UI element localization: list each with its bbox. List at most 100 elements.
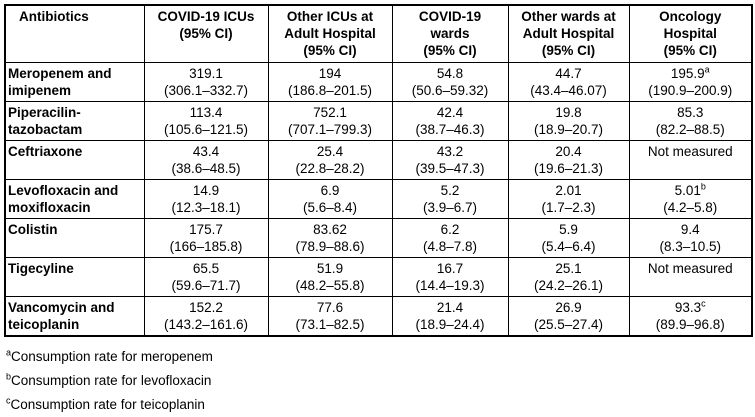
table-row: Vancomycin and teicoplanin 152.2 (143.2–16… — [4, 295, 753, 336]
footnote-marker: b — [700, 181, 706, 191]
cell-confidence-interval: (4.8–7.8) — [422, 238, 478, 254]
cell-confidence-interval: (8.3–10.5) — [659, 238, 722, 254]
footnote: bConsumption rate for levofloxacin — [6, 369, 751, 393]
value-cell: 43.4 (38.6–48.5) — [143, 139, 269, 180]
value-cell: 42.4 (38.7–46.3) — [391, 100, 509, 141]
antibiotic-name: Ceftriaxone — [4, 139, 145, 180]
value-cell: 175.7 (166–185.8) — [143, 217, 269, 258]
cell-confidence-interval: (82.2–88.5) — [655, 121, 725, 137]
cell-value: 83.62 — [313, 221, 347, 237]
antibiotic-consumption-table: Antibiotics COVID-19 ICUs (95% CI) Other… — [4, 4, 753, 337]
cell-confidence-interval: (43.4–46.07) — [530, 82, 607, 98]
cell-confidence-interval: (5.4–6.4) — [541, 238, 596, 254]
antibiotic-name: Colistin — [4, 217, 145, 258]
table-row: Meropenem and imipenem 319.1 (306.1–332.7)… — [4, 61, 753, 102]
cell-value: 42.4 — [436, 104, 464, 120]
cell-value: Not measured — [647, 143, 733, 159]
value-cell: Not measured — [628, 139, 753, 180]
cell-value: 5.01b — [674, 181, 706, 198]
footnote-marker: a — [704, 64, 710, 74]
antibiotic-name: Piperacilin- tazobactam — [4, 100, 145, 141]
footnote-marker: c — [701, 298, 706, 308]
value-cell: 43.2 (39.5–47.3) — [391, 139, 509, 180]
footnotes: aConsumption rate for meropenem bConsumpt… — [4, 345, 751, 417]
cell-confidence-interval: (166–185.8) — [169, 238, 243, 254]
value-cell: 194 (186.8–201.5) — [267, 61, 393, 102]
value-cell: 77.6 (73.1–82.5) — [267, 295, 393, 336]
cell-value: 5.2 — [440, 182, 460, 198]
cell-confidence-interval: (707.1–799.3) — [287, 121, 373, 137]
value-cell: 93.3c (89.9–96.8) — [628, 295, 753, 336]
cell-value: 6.2 — [440, 221, 460, 237]
cell-value: 51.9 — [316, 260, 344, 276]
table-body: Meropenem and imipenem 319.1 (306.1–332.7)… — [4, 61, 753, 336]
value-cell: 152.2 (143.2–161.6) — [143, 295, 269, 336]
column-header-covid19-wards: COVID-19 wards (95% CI) — [391, 4, 509, 63]
column-header-other-icus: Other ICUs at Adult Hospital (95% CI) — [267, 4, 393, 63]
value-cell: 195.9a (190.9–200.9) — [628, 61, 753, 102]
cell-confidence-interval: (89.9–96.8) — [655, 316, 725, 332]
cell-confidence-interval: (186.8–201.5) — [287, 82, 373, 98]
antibiotic-name: Meropenem and imipenem — [4, 61, 145, 102]
cell-confidence-interval: (1.7–2.3) — [541, 199, 596, 215]
footnote: cConsumption rate for teicoplanin — [6, 393, 751, 417]
value-cell: Not measured — [628, 256, 753, 297]
cell-value: 54.8 — [436, 65, 464, 81]
table-row: Tigecyline 65.5 (59.6–71.7) 51.9 (48.2–55.8)… — [4, 256, 753, 297]
value-cell: 54.8 (50.6–59.32) — [391, 61, 509, 102]
value-cell: 85.3 (82.2–88.5) — [628, 100, 753, 141]
value-cell: 5.01b (4.2–5.8) — [628, 178, 753, 219]
cell-confidence-interval: (190.9–200.9) — [648, 82, 733, 98]
footnote-text: Consumption rate for teicoplanin — [10, 396, 205, 412]
value-cell: 752.1 (707.1–799.3) — [267, 100, 393, 141]
cell-value: 152.2 — [189, 299, 223, 315]
cell-value: 65.5 — [192, 260, 220, 276]
antibiotic-name: Tigecyline — [4, 256, 145, 297]
cell-confidence-interval: (19.6–21.3) — [533, 160, 604, 176]
value-cell: 5.2 (3.9–6.7) — [391, 178, 509, 219]
antibiotic-name: Levofloxacin and moxifloxacin — [4, 178, 145, 219]
table-row: Piperacilin- tazobactam 113.4 (105.6–121.5… — [4, 100, 753, 141]
cell-confidence-interval: (73.1–82.5) — [295, 316, 365, 332]
cell-confidence-interval: (143.2–161.6) — [163, 316, 249, 332]
cell-confidence-interval: (12.3–18.1) — [171, 199, 241, 215]
cell-confidence-interval: (306.1–332.7) — [163, 82, 249, 98]
value-cell: 19.8 (18.9–20.7) — [507, 100, 630, 141]
cell-confidence-interval: (24.2–26.1) — [533, 277, 604, 293]
cell-value: 44.7 — [555, 65, 582, 81]
value-cell: 113.4 (105.6–121.5) — [143, 100, 269, 141]
antibiotic-name: Vancomycin and teicoplanin — [4, 295, 145, 336]
cell-value: 195.9a — [670, 64, 710, 81]
cell-confidence-interval: (5.6–8.4) — [302, 199, 358, 215]
column-header-antibiotics: Antibiotics — [4, 4, 145, 63]
value-cell: 25.1 (24.2–26.1) — [507, 256, 630, 297]
value-cell: 6.9 (5.6–8.4) — [267, 178, 393, 219]
value-cell: 21.4 (18.9–24.4) — [391, 295, 509, 336]
value-cell: 25.4 (22.8–28.2) — [267, 139, 393, 180]
cell-value: 43.4 — [192, 143, 220, 159]
cell-confidence-interval: (22.8–28.2) — [295, 160, 365, 176]
cell-confidence-interval: (39.5–47.3) — [415, 160, 485, 176]
cell-confidence-interval: (59.6–71.7) — [171, 277, 241, 293]
cell-confidence-interval: (18.9–20.7) — [533, 121, 604, 137]
cell-confidence-interval: (3.9–6.7) — [422, 199, 478, 215]
column-header-oncology-hospital: Oncology Hospital (95% CI) — [628, 4, 753, 63]
footnote-marker: b — [6, 371, 12, 381]
cell-value: 16.7 — [436, 260, 464, 276]
cell-value: 85.3 — [677, 104, 704, 120]
page: Antibiotics COVID-19 ICUs (95% CI) Other… — [4, 4, 753, 417]
cell-value: 43.2 — [436, 143, 464, 159]
value-cell: 14.9 (12.3–18.1) — [143, 178, 269, 219]
column-header-covid19-icus: COVID-19 ICUs (95% CI) — [143, 4, 269, 63]
value-cell: 2.01 (1.7–2.3) — [507, 178, 630, 219]
cell-value: 2.01 — [555, 182, 582, 198]
cell-value: 6.9 — [320, 182, 340, 198]
cell-value: 113.4 — [189, 104, 223, 120]
cell-value: 5.9 — [559, 221, 578, 237]
value-cell: 6.2 (4.8–7.8) — [391, 217, 509, 258]
footnote-marker: a — [6, 347, 12, 357]
cell-value: 194 — [318, 65, 342, 81]
cell-confidence-interval: (14.4–19.3) — [415, 277, 485, 293]
value-cell: 5.9 (5.4–6.4) — [507, 217, 630, 258]
cell-value: 319.1 — [189, 65, 223, 81]
